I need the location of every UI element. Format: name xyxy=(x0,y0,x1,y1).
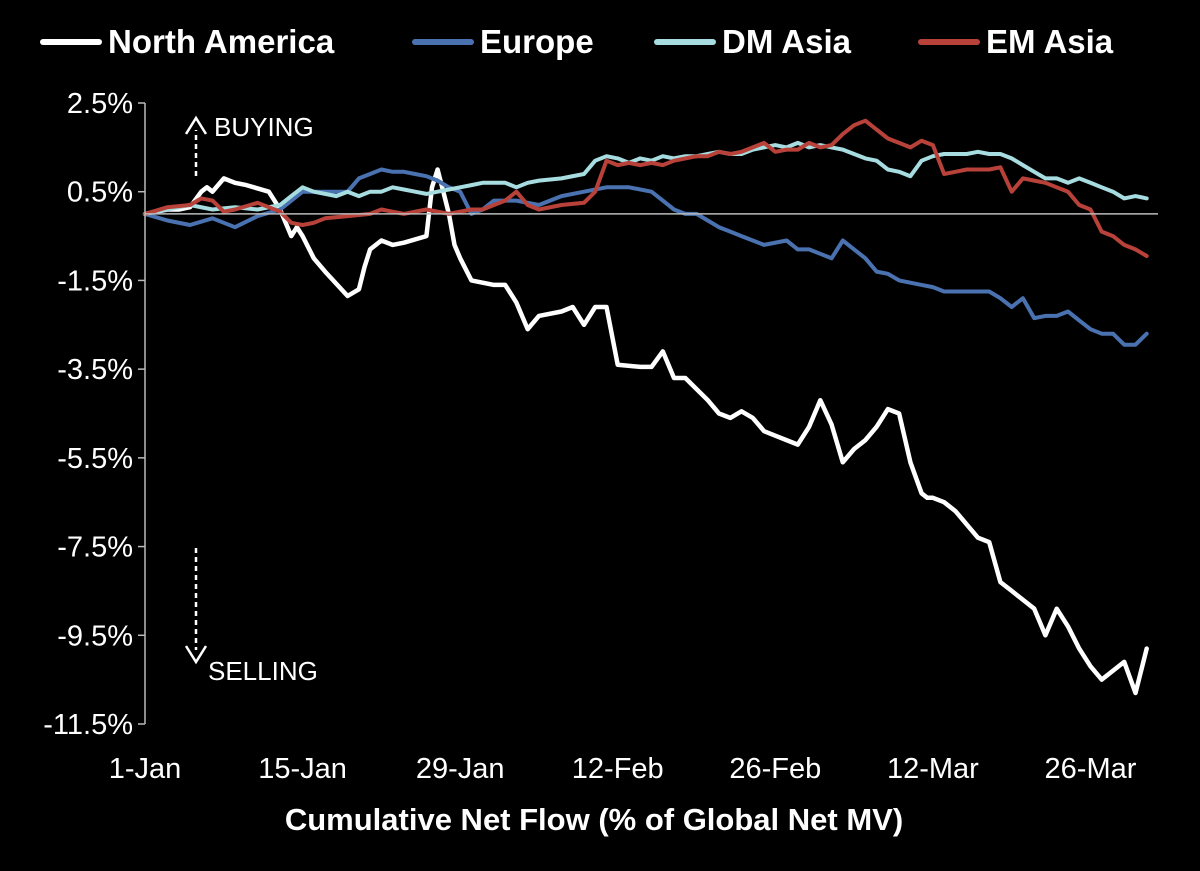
series-line-em-asia xyxy=(143,118,1149,258)
legend-label: North America xyxy=(108,23,335,60)
x-tick-label: 15-Jan xyxy=(258,753,347,785)
axes: 2.5% 0.5% -1.5% -3.5% -5.5% -7.5% -9.5% -11.5% 1… xyxy=(43,88,1158,785)
x-tick-label: 12-Mar xyxy=(887,753,979,785)
legend-label: DM Asia xyxy=(722,23,851,60)
legend-item-dm-asia: DM Asia xyxy=(654,18,851,66)
legend-swatch-europe xyxy=(412,39,474,45)
legend-swatch-em-asia xyxy=(918,39,980,45)
legend-item-europe: Europe xyxy=(412,18,594,66)
legend: North America Europe DM Asia EM Asia xyxy=(40,18,1160,68)
legend-swatch-north-america xyxy=(40,39,102,45)
legend-label: EM Asia xyxy=(986,23,1114,60)
legend-item-em-asia: EM Asia xyxy=(918,18,1113,66)
legend-item-north-america: North America xyxy=(40,18,334,66)
x-tick-label: 12-Feb xyxy=(572,753,664,785)
x-tick-label: 29-Jan xyxy=(416,753,505,785)
selling-annotation: SELLING xyxy=(208,656,318,686)
y-tick-label: -1.5% xyxy=(57,265,133,297)
series-line-europe xyxy=(143,167,1149,347)
y-tick-label: -9.5% xyxy=(57,620,133,652)
buying-annotation: BUYING xyxy=(214,112,314,142)
selling-arrow-icon xyxy=(184,548,208,665)
y-tick-label: -7.5% xyxy=(57,532,133,564)
y-tick-label: 0.5% xyxy=(67,177,133,209)
y-tick-label: -11.5% xyxy=(43,709,133,741)
series-line-north-america xyxy=(142,167,1149,696)
legend-swatch-dm-asia xyxy=(654,39,716,45)
x-tick-label: 26-Feb xyxy=(729,753,821,785)
y-tick-label: -5.5% xyxy=(57,443,133,475)
buying-arrow-icon xyxy=(184,115,208,176)
x-tick-label: 1-Jan xyxy=(109,753,182,785)
x-tick-label: 26-Mar xyxy=(1045,753,1137,785)
annotations: BUYING SELLING xyxy=(184,112,318,686)
series-line-dm-asia xyxy=(143,140,1149,216)
y-tick-label: -3.5% xyxy=(57,354,133,386)
series-lines xyxy=(142,118,1149,696)
x-axis-label: Cumulative Net Flow (% of Global Net MV) xyxy=(285,802,903,837)
legend-label: Europe xyxy=(480,23,594,60)
y-tick-label: 2.5% xyxy=(67,88,133,120)
